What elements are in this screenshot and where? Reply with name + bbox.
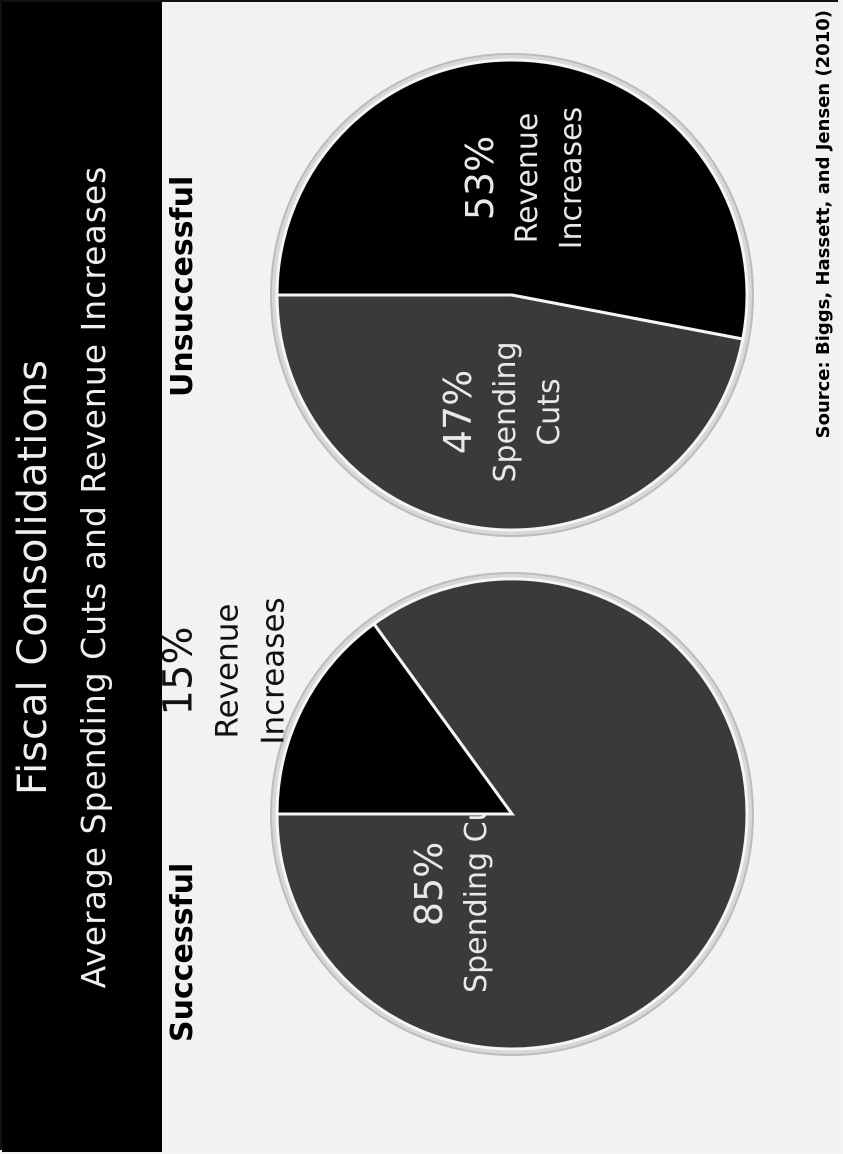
name-label-successful-revenue-increases: Increases <box>255 597 291 744</box>
pct-label-successful-spending-cuts: 85% <box>407 842 451 926</box>
pct-label-unsuccessful-spending-cuts: 47% <box>436 370 480 454</box>
page-title: Fiscal Consolidations <box>10 358 56 796</box>
slide-body: Successful 85% Spending Cuts 15% Revenue Incr… <box>162 2 840 1152</box>
pie-slice-unsuccessful-revenue-increases <box>275 58 749 341</box>
name-label-unsuccessful-spending-cuts: Cuts <box>532 378 567 445</box>
name-label-unsuccessful-revenue-increases: Increases <box>554 107 589 250</box>
chart-title-successful: Successful <box>165 863 200 1042</box>
name-label-unsuccessful-spending-cuts: Spending <box>488 341 523 482</box>
slide-header: Fiscal Consolidations Average Spending C… <box>2 2 162 1152</box>
name-label-unsuccessful-revenue-increases: Revenue <box>510 113 545 244</box>
page-subtitle: Average Spending Cuts and Revenue Increa… <box>74 165 113 989</box>
chart-title-unsuccessful: Unsuccessful <box>165 176 200 397</box>
name-label-successful-revenue-increases: Revenue <box>209 603 245 738</box>
pct-label-successful-revenue-increases: 15% <box>162 627 201 716</box>
source-note: Source: Biggs, Hassett, and Jensen (2010… <box>813 10 834 439</box>
pie-slice-successful-revenue-increases <box>275 621 515 816</box>
pct-label-unsuccessful-revenue-increases: 53% <box>458 136 502 220</box>
pie-slice-unsuccessful-spending-cuts <box>275 293 745 532</box>
